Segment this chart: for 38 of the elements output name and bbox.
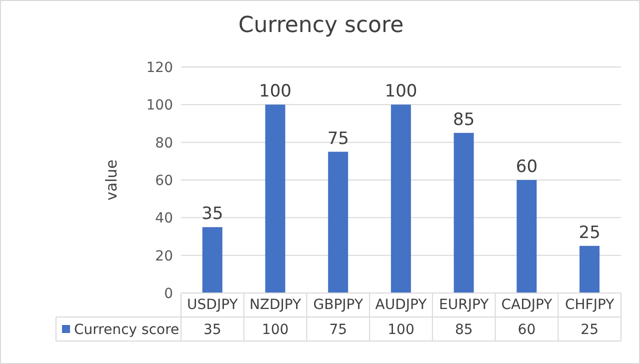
y-tick-label: 40 <box>155 210 173 227</box>
y-tick-label: 100 <box>146 98 173 114</box>
chart-title: Currency score <box>237 13 405 38</box>
legend-label: Currency score <box>74 322 180 338</box>
bar <box>328 152 348 293</box>
bar <box>390 104 411 293</box>
x-tick-label: EURJPY <box>439 296 490 313</box>
x-tick-label: AUDJPY <box>375 296 428 313</box>
data-label: 35 <box>204 322 222 338</box>
data-label: 100 <box>388 322 414 338</box>
data-label: 100 <box>262 322 289 338</box>
y-tick-label: 60 <box>155 172 173 189</box>
x-tick-label: CADJPY <box>501 296 553 313</box>
bar <box>580 246 600 293</box>
x-tick-label: NZDJPY <box>249 296 302 313</box>
bar <box>454 132 474 293</box>
bar <box>265 104 286 293</box>
y-axis-title: value <box>102 160 120 200</box>
x-tick-label: USDJPY <box>187 296 238 313</box>
annotation: 85 <box>453 110 475 130</box>
y-tick-label: 120 <box>146 60 173 76</box>
annotation: 100 <box>384 82 418 102</box>
x-tick-label: CHFJPY <box>564 296 615 313</box>
data-label: 85 <box>454 322 473 338</box>
y-tick-label: 20 <box>155 248 173 264</box>
y-tick-label: 80 <box>155 135 173 152</box>
data-label: 25 <box>580 322 598 338</box>
annotation: 60 <box>516 157 538 177</box>
bar <box>516 180 537 293</box>
annotation: 75 <box>327 128 349 149</box>
bar <box>202 227 222 293</box>
annotation: 25 <box>578 222 600 243</box>
y-tick-label: 0 <box>164 286 173 302</box>
data-label: 60 <box>518 322 536 338</box>
annotation: 35 <box>202 204 224 224</box>
data-label: 75 <box>329 322 348 338</box>
annotation: 100 <box>259 82 292 102</box>
x-tick-label: GBPJPY <box>313 296 364 313</box>
